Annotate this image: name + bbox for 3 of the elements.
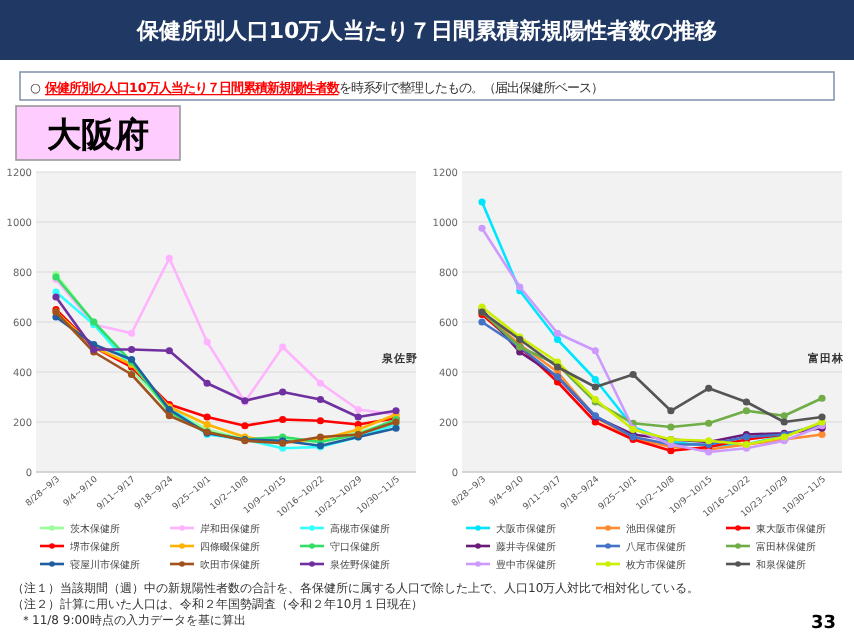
text: 大阪府 xyxy=(47,116,149,156)
chart-title: 保健所別人口10万人当たり７日間累積新規陽性者数の推移 xyxy=(134,18,718,44)
text: 33 xyxy=(810,614,836,634)
